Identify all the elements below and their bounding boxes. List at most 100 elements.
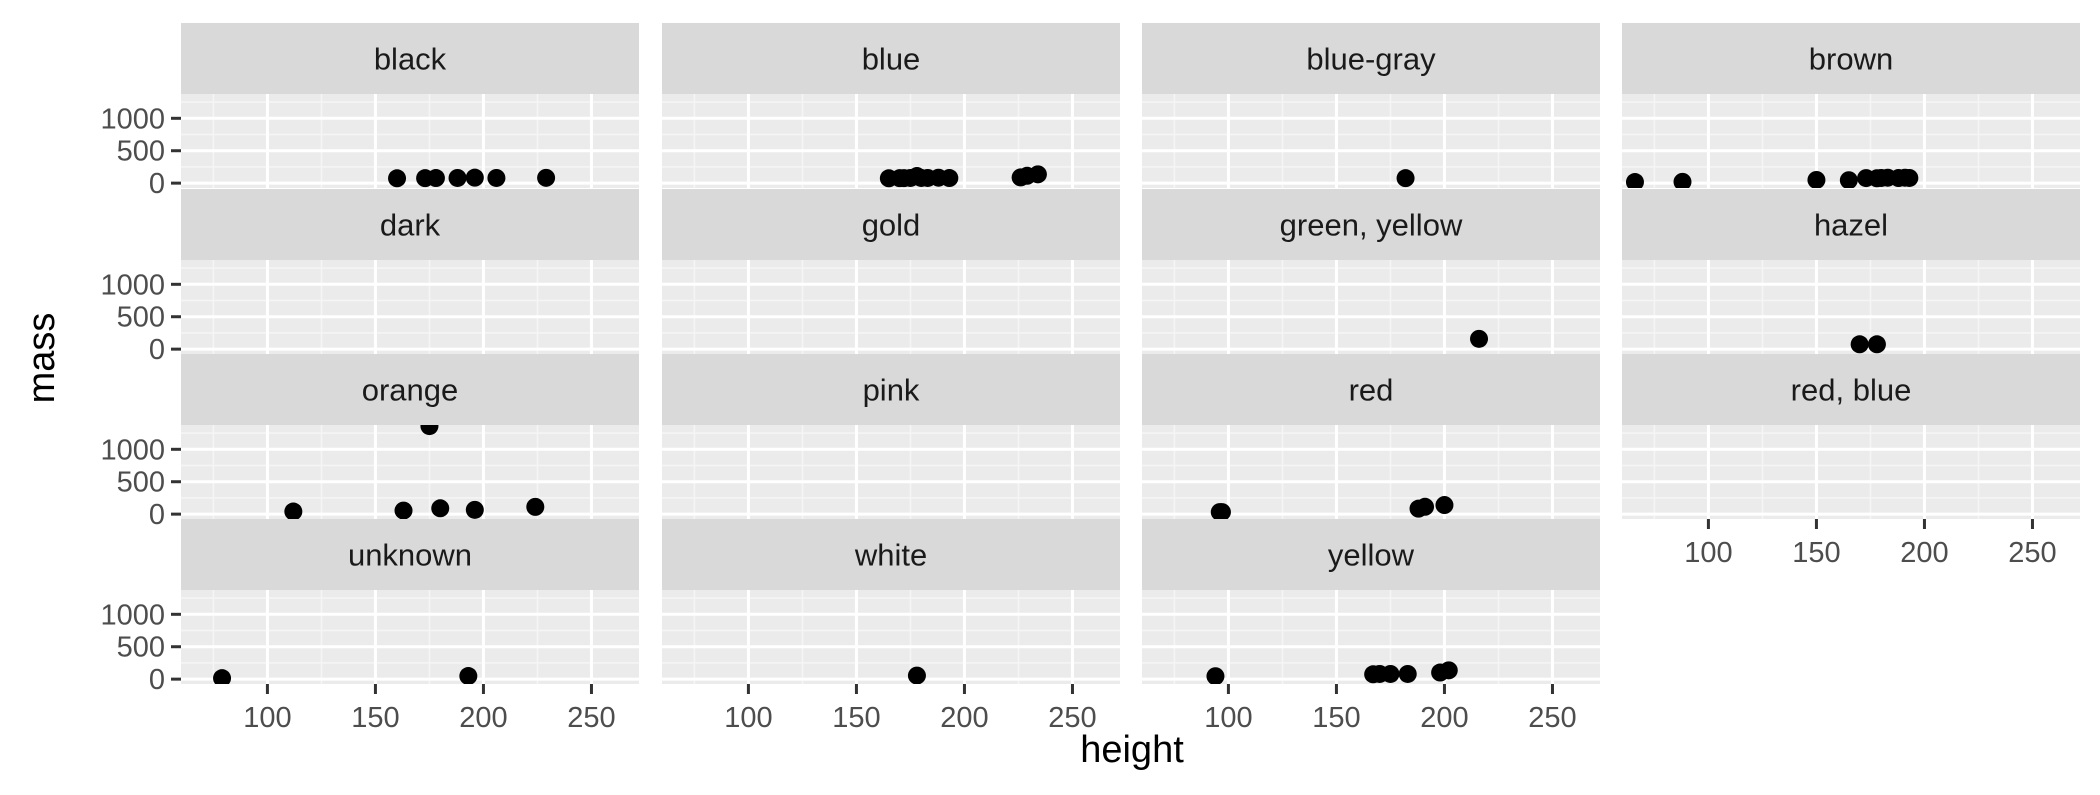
data-point bbox=[1673, 172, 1692, 188]
data-point bbox=[1416, 497, 1435, 516]
panel-background bbox=[1622, 260, 2080, 354]
facet-panel-red-blue: red, blue bbox=[1622, 354, 2080, 519]
data-point bbox=[1839, 171, 1858, 188]
facet-panels: black blue blue-gray brown dark gold green, ye… bbox=[181, 23, 2080, 684]
data-point bbox=[213, 669, 232, 684]
y-tick-label: 500 bbox=[117, 302, 165, 334]
facet-strip bbox=[181, 354, 639, 425]
panel-background bbox=[181, 260, 639, 354]
facet-panel-red: red bbox=[1142, 354, 1600, 519]
y-tick-label: 1000 bbox=[100, 103, 165, 135]
facet-strip-label: blue bbox=[862, 42, 921, 77]
x-tick-label: 150 bbox=[832, 702, 880, 734]
facet-strip bbox=[181, 23, 639, 94]
x-tick-label: 100 bbox=[243, 702, 291, 734]
facet-panel-unknown: unknown bbox=[181, 519, 639, 684]
panel-plot-area bbox=[662, 94, 1120, 188]
facet-strip-label: hazel bbox=[1814, 208, 1888, 243]
panel-background bbox=[662, 425, 1120, 519]
panel-background bbox=[181, 94, 639, 188]
facet-panel-green-yellow: green, yellow bbox=[1142, 189, 1600, 354]
data-point bbox=[940, 169, 959, 188]
panel-plot-area bbox=[662, 590, 1120, 684]
data-point bbox=[1028, 165, 1047, 184]
facet-panel-hazel: hazel bbox=[1622, 189, 2080, 354]
facet-strip bbox=[662, 189, 1120, 260]
facet-panel-pink: pink bbox=[662, 354, 1120, 519]
facet-strip-label: blue-gray bbox=[1306, 42, 1436, 77]
data-point bbox=[1381, 664, 1400, 683]
x-axis-col-1: 100 150 200 250 bbox=[243, 684, 616, 734]
y-tick-label: 0 bbox=[149, 664, 165, 696]
data-point bbox=[1470, 329, 1489, 348]
x-tick-label: 200 bbox=[1900, 537, 1948, 569]
facet-strip bbox=[662, 354, 1120, 425]
data-point bbox=[1867, 335, 1886, 354]
panel-plot-area bbox=[1142, 590, 1600, 684]
facet-strip bbox=[1622, 354, 2080, 425]
facet-strip-label: brown bbox=[1809, 42, 1893, 77]
y-tick-label: 0 bbox=[149, 168, 165, 200]
panel-background bbox=[1142, 260, 1600, 354]
panel-plot-area bbox=[181, 590, 639, 684]
panel-plot-area bbox=[1622, 94, 2080, 188]
data-point bbox=[1206, 667, 1225, 684]
panel-plot-area bbox=[1622, 260, 2080, 354]
panel-background bbox=[1142, 425, 1600, 519]
x-tick-label: 200 bbox=[1420, 702, 1468, 734]
y-tick-label: 1000 bbox=[100, 599, 165, 631]
facet-panel-brown: brown bbox=[1622, 23, 2080, 188]
facet-strip bbox=[181, 519, 639, 590]
data-point bbox=[465, 500, 484, 519]
facet-strip bbox=[1622, 23, 2080, 94]
facet-panel-orange: orange bbox=[181, 354, 639, 519]
facet-strip bbox=[662, 519, 1120, 590]
panel-plot-area bbox=[1142, 260, 1600, 354]
x-tick-label: 250 bbox=[1048, 702, 1096, 734]
facet-strip-label: yellow bbox=[1328, 538, 1415, 573]
data-point bbox=[1396, 169, 1415, 188]
facet-strip-label: black bbox=[374, 42, 447, 77]
y-axis-title: mass bbox=[21, 313, 63, 404]
y-tick-label: 500 bbox=[117, 136, 165, 168]
x-axis-col-4: 100 150 200 250 bbox=[1684, 519, 2057, 569]
panel-plot-area bbox=[662, 425, 1120, 519]
data-point bbox=[1850, 335, 1869, 354]
x-tick-label: 100 bbox=[1204, 702, 1252, 734]
facet-strip-label: white bbox=[854, 538, 927, 573]
data-point bbox=[448, 168, 467, 187]
facet-strip-label: dark bbox=[380, 208, 441, 243]
x-axis-col-3: 100 150 200 250 bbox=[1204, 684, 1577, 734]
facet-strip bbox=[1142, 23, 1600, 94]
panel-background bbox=[662, 590, 1120, 684]
y-tick-label: 500 bbox=[117, 467, 165, 499]
facet-strip bbox=[662, 23, 1120, 94]
facet-strip bbox=[181, 189, 639, 260]
facet-strip bbox=[1142, 354, 1600, 425]
data-point bbox=[420, 425, 439, 436]
panel-background bbox=[181, 590, 639, 684]
data-point bbox=[431, 499, 450, 518]
facet-strip-label: pink bbox=[863, 373, 920, 408]
data-point bbox=[1900, 168, 1919, 187]
data-point bbox=[284, 502, 303, 519]
facet-strip bbox=[1142, 519, 1600, 590]
panel-background bbox=[1142, 94, 1600, 188]
x-tick-label: 250 bbox=[1528, 702, 1576, 734]
data-point bbox=[1212, 503, 1231, 519]
facet-panel-blue-gray: blue-gray bbox=[1142, 23, 1600, 188]
data-point bbox=[1807, 170, 1826, 188]
facet-strip-label: green, yellow bbox=[1280, 208, 1463, 243]
data-point bbox=[487, 168, 506, 187]
panel-background bbox=[662, 260, 1120, 354]
panel-plot-area bbox=[1142, 425, 1600, 519]
facet-panel-gold: gold bbox=[662, 189, 1120, 354]
y-tick-label: 500 bbox=[117, 632, 165, 664]
data-point bbox=[1398, 664, 1417, 683]
facet-strip bbox=[1622, 189, 2080, 260]
x-axis-title: height bbox=[1080, 729, 1184, 771]
